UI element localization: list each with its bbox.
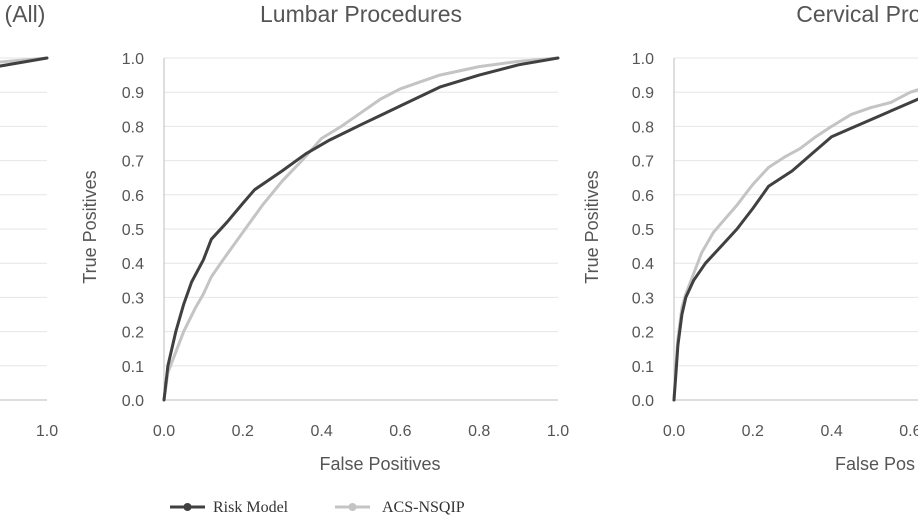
x-tick-label: 0.0 bbox=[663, 423, 685, 440]
y-tick-label: 0.0 bbox=[632, 393, 654, 410]
y-tick-label: 1.0 bbox=[632, 51, 654, 68]
legend-label-acs-nsqip: ACS-NSQIP bbox=[382, 499, 465, 516]
chart-panel-3: 0.0 0.1 0.2 0.3 0.4 0.5 0.6 0.7 0.8 0.9 1.0 0.0 0.2 0… bbox=[582, 1, 918, 474]
x-axis-title: False Positives bbox=[319, 454, 440, 474]
y-tick-label: 0.6 bbox=[122, 188, 144, 205]
y-tick-label: 0.9 bbox=[632, 85, 654, 102]
legend-label-risk-model: Risk Model bbox=[213, 499, 289, 516]
y-tick-label: 0.2 bbox=[122, 325, 144, 342]
y-tick-label: 0.4 bbox=[122, 256, 144, 273]
y-tick-label: 0.3 bbox=[632, 290, 654, 307]
y-axis-title: True Positives bbox=[582, 170, 602, 283]
x-tick-label: 1.0 bbox=[547, 423, 569, 440]
chart-title: Lumbar Procedures bbox=[260, 1, 462, 27]
chart-title: Cervical Proce bbox=[796, 1, 918, 27]
y-tick-label: 0.7 bbox=[632, 154, 654, 171]
x-tick-label: 0.4 bbox=[820, 423, 842, 440]
y-tick-label: 0.1 bbox=[632, 359, 654, 376]
y-tick-label: 0.3 bbox=[122, 290, 144, 307]
y-tick-label: 0.5 bbox=[632, 222, 654, 239]
y-tick-label: 0.8 bbox=[632, 119, 654, 136]
y-tick-label: 0.1 bbox=[122, 359, 144, 376]
series-line-risk-model bbox=[162, 56, 560, 402]
series-line-risk-model bbox=[0, 56, 49, 68]
x-tick-label: 0.6 bbox=[389, 423, 411, 440]
y-tick-label: 0.6 bbox=[632, 188, 654, 205]
y-axis-title: True Positives bbox=[80, 170, 100, 283]
y-tick-label: 0.5 bbox=[122, 222, 144, 239]
y-tick-label: 0.9 bbox=[122, 85, 144, 102]
y-tick-label: 0.7 bbox=[122, 154, 144, 171]
y-tick-label: 0.0 bbox=[122, 393, 144, 410]
x-axis-title: False Pos bbox=[835, 454, 915, 474]
legend: Risk Model ACS-NSQIP bbox=[170, 499, 465, 516]
legend-marker-risk-model bbox=[183, 503, 192, 511]
legend-item-acs-nsqip: ACS-NSQIP bbox=[335, 499, 465, 516]
y-tick-label: 1.0 bbox=[122, 51, 144, 68]
legend-marker-acs-nsqip bbox=[348, 503, 357, 511]
series-line-acs-nsqip bbox=[672, 88, 918, 402]
y-tick-label: 0.4 bbox=[632, 256, 654, 273]
y-tick-label: 0.8 bbox=[122, 119, 144, 136]
x-tick-label: 0.6 bbox=[899, 423, 918, 440]
x-tick-label: 0.0 bbox=[153, 423, 175, 440]
chart-panel-2: 0.0 0.1 0.2 0.3 0.4 0.5 0.6 0.7 0.8 0.9 1.0 0.0 0.2 0… bbox=[80, 1, 569, 474]
roc-panels: 1.0 (All) 0.0 0.1 0.2 0.3 0.4 0.5 0.6 0.7 0.8 0.9 1.… bbox=[0, 1, 918, 474]
x-tick-label: 0.2 bbox=[742, 423, 764, 440]
x-tick-label: 0.8 bbox=[468, 423, 490, 440]
chart-panel-1: 1.0 (All) bbox=[0, 1, 58, 440]
series-line-acs-nsqip bbox=[162, 56, 560, 402]
x-tick-label: 1.0 bbox=[36, 423, 58, 440]
y-tick-label: 0.2 bbox=[632, 325, 654, 342]
x-tick-label: 0.4 bbox=[310, 423, 332, 440]
x-tick-label: 0.2 bbox=[232, 423, 254, 440]
chart-title: (All) bbox=[5, 1, 46, 27]
series-line-risk-model bbox=[672, 97, 918, 402]
legend-item-risk-model: Risk Model bbox=[170, 499, 289, 516]
